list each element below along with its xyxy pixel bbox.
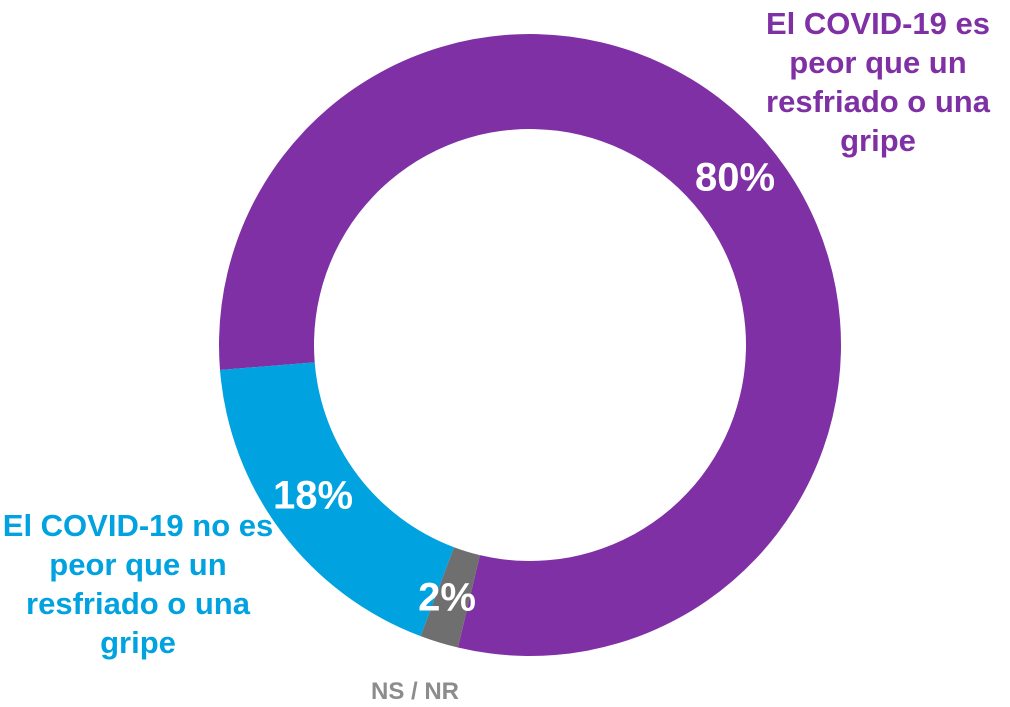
- donut-segment: [219, 33, 842, 657]
- value-label: 18%: [273, 474, 353, 518]
- donut-segment: [220, 362, 455, 637]
- value-label: 2%: [418, 576, 476, 620]
- category-label: NS / NR: [370, 678, 459, 705]
- category-label: El COVID-19 es peor que un resfriado o u…: [766, 6, 990, 158]
- category-label: El COVID-19 no es peor que un resfriado …: [2, 508, 274, 660]
- value-label: 80%: [695, 156, 775, 200]
- donut-segment: [420, 547, 480, 648]
